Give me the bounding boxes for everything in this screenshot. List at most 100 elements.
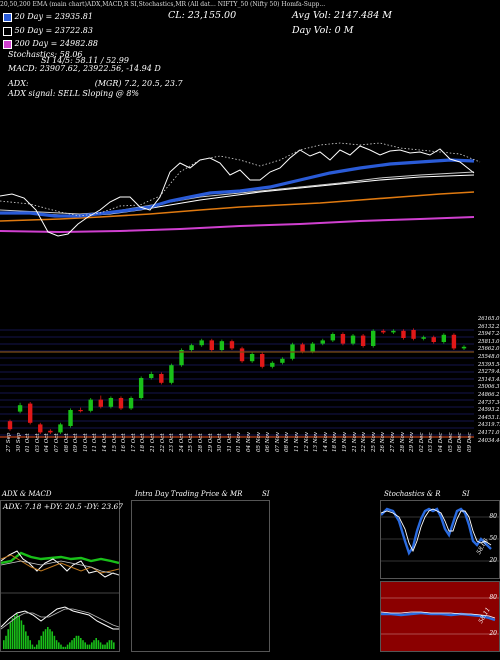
date-tick: 01 Oct [25, 433, 32, 452]
date-tick: 29 Oct [207, 433, 214, 452]
macd-bar [5, 635, 7, 649]
adx-panel-title: ADX & MACD [2, 490, 52, 498]
candle [260, 354, 265, 367]
rsi-tick-20: 20 [489, 630, 497, 637]
avg-volume: Avg Vol: 2147.484 M [292, 10, 392, 21]
price-tick: 25006.37 [478, 384, 500, 391]
stochastics-panel: 80 50 20 58.06 [380, 500, 500, 579]
candle [421, 337, 426, 339]
legend-ema200: 200 Day = 24982.88 [3, 39, 98, 49]
date-tick: 17 Oct [130, 433, 137, 452]
macd-bar [38, 640, 40, 649]
macd-bar [11, 618, 14, 649]
date-tick: 14 Nov [322, 432, 329, 452]
stoch-tick-20: 20 [489, 557, 497, 564]
macd-bar [53, 635, 56, 649]
date-tick: 12 Nov [303, 432, 310, 452]
candle [209, 340, 214, 350]
price-tick: 25947.24 [478, 331, 500, 338]
date-tick: 04 Nov [246, 432, 252, 452]
intraday-panel [131, 500, 270, 652]
macd-bar [47, 627, 49, 649]
candle [149, 374, 154, 378]
macd-line [1, 606, 119, 630]
date-tick: 28 Nov [399, 432, 406, 452]
stochastics-si: SI [462, 490, 470, 498]
candle [249, 354, 255, 362]
ema50-swatch [3, 26, 12, 36]
candle [411, 330, 416, 339]
legend-ema20: 20 Day = 23935.81 [3, 12, 93, 22]
candle [381, 330, 386, 333]
candle [128, 398, 134, 409]
ema50-line [0, 174, 475, 217]
date-tick: 31 Oct [226, 433, 233, 452]
day-volume: Day Vol: 0 M [292, 25, 354, 36]
candle [48, 430, 53, 433]
candle [169, 365, 174, 383]
macd-bar [7, 629, 9, 649]
date-tick: 25 Oct [188, 433, 195, 452]
rsi-line [381, 611, 496, 622]
stoch-d-line [381, 508, 492, 553]
price-grid [0, 329, 474, 436]
macd-bar [27, 635, 29, 649]
date-tick: 10 Oct [82, 433, 89, 452]
candle [320, 340, 325, 344]
stoch-tick-80: 80 [489, 513, 497, 520]
date-tick: 13 Nov [313, 432, 320, 452]
macd-bar [75, 635, 78, 649]
candle [391, 330, 396, 333]
price-line [0, 145, 475, 237]
macd-bar [51, 631, 53, 649]
macd-bar [29, 640, 31, 649]
macd-bar [95, 638, 97, 649]
macd-bar [84, 642, 86, 649]
price-tick: 24034.44 [478, 437, 500, 444]
macd-bar [58, 642, 60, 649]
minus-dy-line [1, 550, 119, 578]
candle [401, 330, 406, 338]
macd-bar [99, 642, 102, 649]
macd-bar [18, 616, 20, 649]
date-tick: 07 Nov [274, 432, 281, 452]
candle [138, 378, 144, 398]
candle [58, 424, 63, 433]
candle [371, 330, 376, 346]
macd-bar [22, 624, 25, 649]
adx-panel: ADX: 7.18 +DY: 20.5 -DY: 23.67 [0, 500, 123, 652]
candle [300, 344, 305, 352]
macd-bar [55, 640, 58, 649]
date-tick: 18 Nov [332, 432, 339, 452]
stoch-tick-50: 50 [489, 535, 497, 542]
date-tick: 06 Dec [457, 432, 464, 453]
macd-bar [77, 635, 80, 649]
date-tick: 07 Oct [54, 433, 60, 452]
macd-bar [108, 640, 111, 649]
date-tick: 04 Dec [438, 432, 444, 453]
title-strip: 20,50,200 EMA (main chart)ADX,MACD,R SI,… [0, 1, 326, 8]
ema200-line [0, 191, 475, 222]
rsi-tick-80: 80 [489, 594, 497, 601]
intraday-title: Intra Day Trading Price & MR [135, 490, 243, 498]
candle [88, 399, 93, 411]
stochastics-title: Stochastics & R [384, 490, 441, 498]
price-tick: 25143.45 [478, 376, 500, 383]
price-tick: 25662.0 [478, 346, 500, 353]
intraday-si: SI [262, 490, 270, 498]
candle [280, 358, 285, 363]
si-value: SI 14/5: 58.11 / 52.99 [41, 56, 129, 65]
date-tick: 30 Sep [15, 432, 22, 452]
date-axis: 27 Sep 30 Sep 01 Oct 03 Oct 04 Oct 07 Oct 08 O… [0, 432, 480, 480]
price-tick: 24866.27 [478, 392, 500, 398]
price-tick: 25813.0 [478, 338, 500, 345]
candle [340, 334, 346, 344]
price-tick: 25279.43 [478, 369, 500, 376]
macd-bar [69, 642, 71, 649]
rsi-plot [381, 597, 499, 635]
macd-bar [60, 644, 62, 649]
candle [330, 334, 336, 341]
price-tick: 24737.34 [478, 399, 500, 406]
candle [179, 350, 184, 366]
close-price: CL: 23,155.00 [168, 10, 237, 21]
